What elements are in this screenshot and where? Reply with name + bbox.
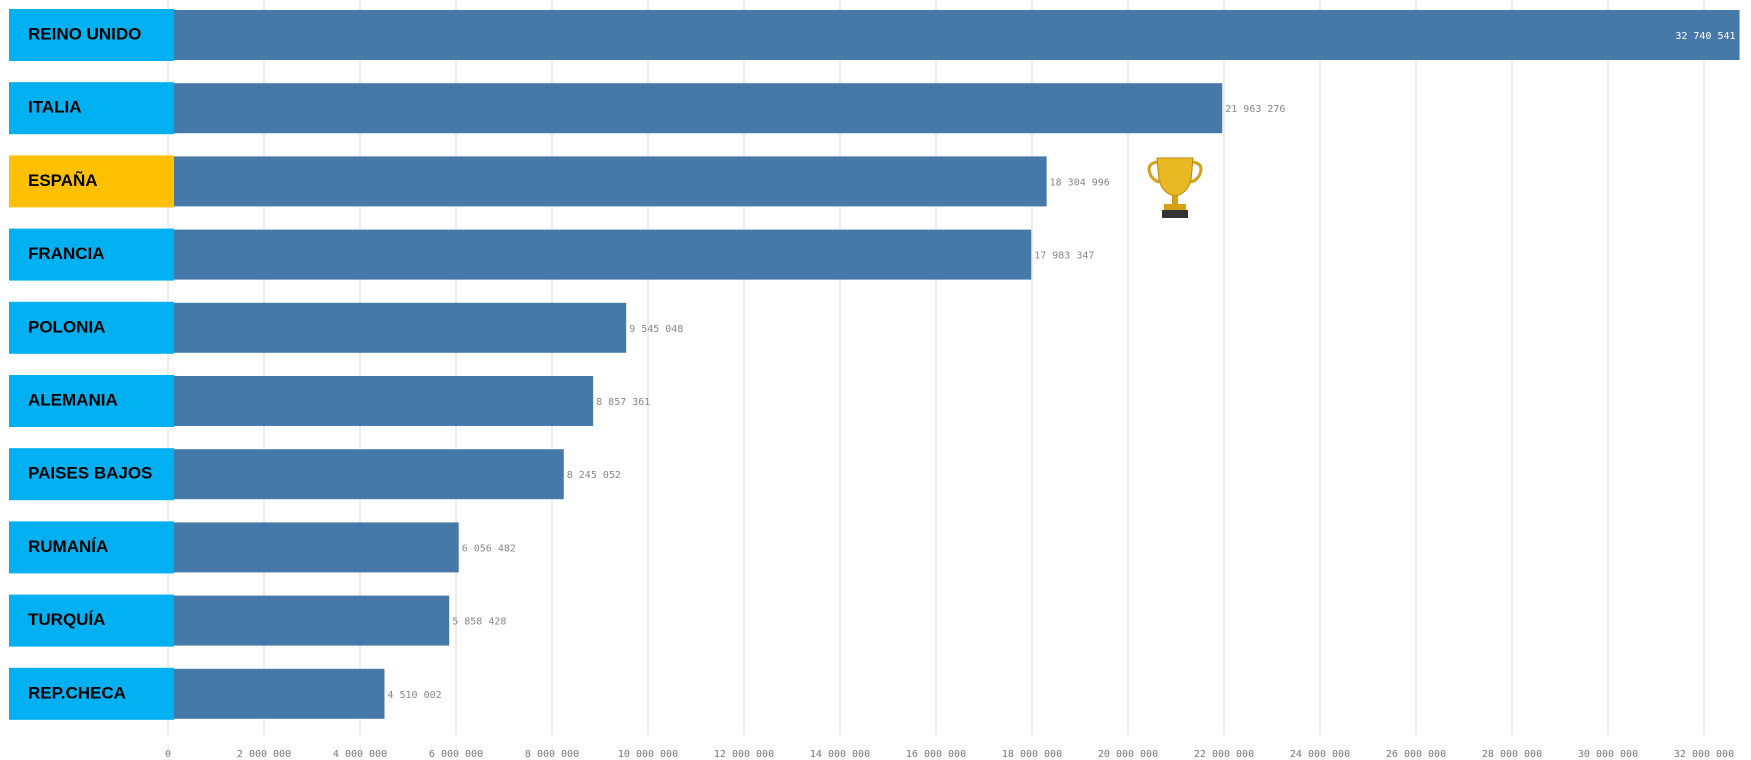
category-label: ESPAÑA [28, 170, 98, 190]
bar [168, 229, 1032, 280]
category-box [9, 375, 174, 427]
x-tick-label: 8 000 000 [525, 749, 579, 760]
bar [168, 156, 1047, 207]
value-label: 4 510 002 [387, 690, 441, 701]
value-label: 17 983 347 [1034, 251, 1094, 262]
bar [168, 522, 459, 573]
x-tick-label: 32 000 000 [1674, 749, 1734, 760]
category-label: ITALIA [28, 98, 82, 117]
category-label: RUMANÍA [28, 537, 108, 556]
value-label: 21 963 276 [1225, 104, 1285, 115]
x-tick-label: 6 000 000 [429, 749, 483, 760]
category-label: PAISES BAJOS [28, 464, 152, 483]
value-label: 32 740 541 [1675, 31, 1735, 42]
bar [168, 668, 385, 719]
category-box [9, 301, 174, 354]
category-box [9, 667, 174, 720]
x-tick-label: 30 000 000 [1578, 749, 1638, 760]
category-box [9, 594, 174, 647]
x-tick-label: 20 000 000 [1098, 749, 1158, 760]
x-tick-label: 2 000 000 [237, 749, 291, 760]
category-label: REP.CHECA [28, 683, 126, 702]
bar [168, 449, 564, 500]
trophy [1147, 157, 1203, 218]
x-tick-label: 26 000 000 [1386, 749, 1446, 760]
category-label: FRANCIA [28, 244, 105, 263]
x-tick-label: 18 000 000 [1002, 749, 1062, 760]
value-label: 8 245 052 [567, 470, 621, 481]
category-box [9, 155, 174, 208]
bar [168, 83, 1223, 134]
category-label: TURQUÍA [28, 610, 105, 629]
category-box [9, 9, 174, 61]
category-box [9, 82, 174, 135]
bar [168, 302, 627, 353]
x-tick-label: 10 000 000 [618, 749, 678, 760]
x-tick-label: 16 000 000 [906, 749, 966, 760]
value-label: 9 545 048 [629, 324, 683, 335]
value-label: 8 857 361 [596, 397, 650, 408]
category-label: POLONIA [28, 317, 105, 336]
bar [168, 595, 450, 646]
category-label: ALEMANIA [28, 390, 118, 409]
category-box [9, 448, 174, 501]
x-tick-label: 4 000 000 [333, 749, 387, 760]
x-tick-label: 12 000 000 [714, 749, 774, 760]
bar [168, 376, 594, 426]
category-box [9, 521, 174, 574]
x-tick-label: 22 000 000 [1194, 749, 1254, 760]
x-tick-label: 28 000 000 [1482, 749, 1542, 760]
value-label: 5 858 428 [452, 617, 506, 628]
x-tick-label: 0 [165, 749, 171, 760]
x-tick-label: 14 000 000 [810, 749, 870, 760]
value-label: 6 056 482 [462, 543, 516, 554]
value-label: 18 304 996 [1050, 177, 1110, 188]
bar [168, 10, 1740, 60]
category-box [9, 228, 174, 281]
category-label: REINO UNIDO [28, 24, 141, 43]
x-tick-label: 24 000 000 [1290, 749, 1350, 760]
